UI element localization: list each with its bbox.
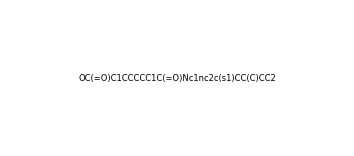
Text: OC(=O)C1CCCCC1C(=O)Nc1nc2c(s1)CC(C)CC2: OC(=O)C1CCCCC1C(=O)Nc1nc2c(s1)CC(C)CC2 [78,73,276,83]
